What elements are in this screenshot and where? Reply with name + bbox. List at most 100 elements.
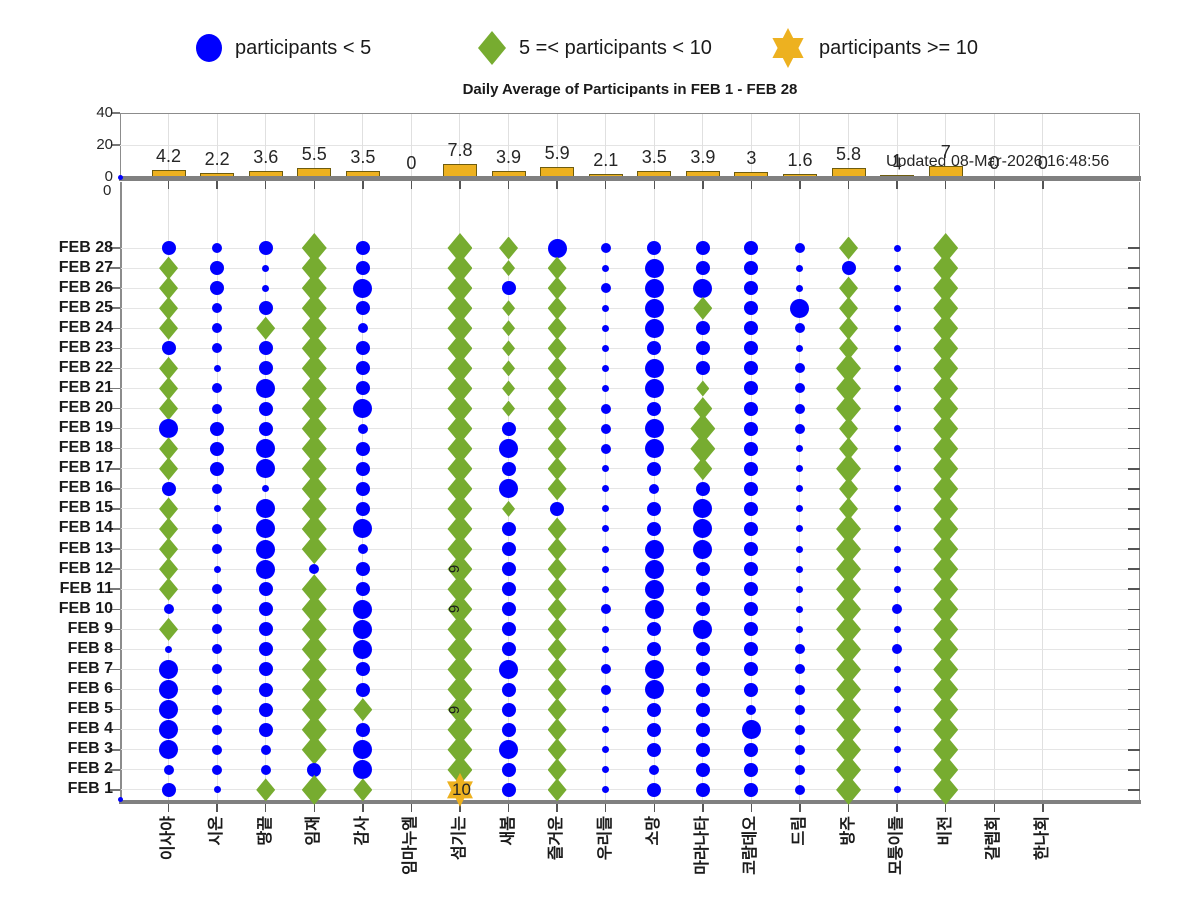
marker-circle <box>644 258 664 278</box>
scatter-y-tick-left <box>109 327 120 330</box>
grid-line-v <box>265 114 267 176</box>
marker-circle <box>893 284 901 292</box>
marker-circle <box>893 445 901 453</box>
marker-circle <box>161 341 176 356</box>
marker-circle <box>744 301 759 316</box>
grid-line-v <box>1042 114 1044 176</box>
y-axis-label: FEB 22 <box>58 358 113 376</box>
marker-diamond <box>547 738 567 762</box>
x-axis-label: 마라나타 <box>693 816 711 875</box>
marker-diamond <box>547 557 567 581</box>
scatter-y-tick-right <box>1128 789 1140 791</box>
marker-circle <box>602 465 610 473</box>
marker-diamond <box>547 637 567 661</box>
x-axis-label: 임마누엘 <box>402 816 420 875</box>
grid-line-h <box>121 548 1139 550</box>
marker-circle <box>893 344 901 352</box>
marker-diamond <box>499 236 519 260</box>
scatter-y-tick-right <box>1128 668 1140 671</box>
marker-diamond <box>547 296 567 320</box>
marker-circle <box>796 625 804 633</box>
marker-circle <box>309 564 320 575</box>
bar-value-label: 5.9 <box>544 143 570 164</box>
marker-diamond <box>159 517 179 541</box>
marker-circle <box>893 244 901 252</box>
marker-circle <box>744 562 759 577</box>
marker-circle <box>892 604 903 615</box>
x-axis-label: 모퉁이돌 <box>888 816 906 875</box>
marker-circle <box>258 401 273 416</box>
marker-circle <box>602 344 610 352</box>
marker-diamond <box>547 537 567 561</box>
marker-circle <box>695 702 710 717</box>
bar-value-label: 1.6 <box>787 150 813 171</box>
marker-circle <box>353 599 373 619</box>
marker-circle <box>647 722 662 737</box>
y-axis-label: FEB 15 <box>58 499 113 517</box>
marker-circle <box>893 525 901 533</box>
marker-circle <box>355 722 370 737</box>
marker-circle <box>893 766 901 774</box>
marker-circle <box>647 241 662 255</box>
marker-circle <box>355 481 370 496</box>
marker-circle <box>355 441 370 456</box>
marker-circle <box>501 582 516 597</box>
scatter-x-tick <box>702 804 704 812</box>
marker-diamond <box>502 400 516 417</box>
marker-circle <box>501 642 516 657</box>
marker-circle <box>600 283 611 294</box>
marker-circle <box>796 585 804 593</box>
bar-x-tick <box>847 181 850 189</box>
y-axis-label: FEB 9 <box>67 619 113 637</box>
marker-diamond <box>547 517 567 541</box>
scatter-y-tick-right <box>1128 307 1140 309</box>
marker-circle <box>501 682 516 697</box>
marker-circle <box>790 298 810 318</box>
marker-circle <box>353 619 373 639</box>
marker-circle <box>644 439 664 459</box>
clipped-zero-label: 0 <box>103 182 111 199</box>
y-axis-label: FEB 17 <box>58 459 113 477</box>
x-axis-label: 새봄 <box>499 816 517 846</box>
marker-circle <box>212 664 223 675</box>
grid-line-h <box>121 769 1139 771</box>
marker-circle <box>796 525 804 533</box>
marker-diamond <box>547 657 567 681</box>
marker-circle <box>213 505 221 513</box>
marker-circle <box>744 421 759 436</box>
marker-circle <box>210 281 225 296</box>
marker-circle <box>163 764 174 775</box>
x-axis-label: 섬기는 <box>450 816 468 861</box>
marker-circle <box>695 782 710 797</box>
marker-circle <box>256 459 276 479</box>
scatter-x-tick <box>216 804 218 812</box>
marker-circle <box>695 662 710 677</box>
marker-circle <box>547 238 567 258</box>
scatter-x-tick <box>847 804 850 812</box>
grid-line-h <box>121 628 1139 630</box>
bar-value-label: 4.2 <box>156 146 182 167</box>
legend: participants < 5 5 =< participants < 10 pa… <box>0 26 1200 70</box>
grid-line-v <box>1042 182 1044 800</box>
grid-line-h <box>121 408 1139 410</box>
marker-circle <box>796 605 804 613</box>
marker-circle <box>256 559 276 579</box>
marker-circle <box>695 562 710 577</box>
scatter-y-tick-left <box>109 307 120 309</box>
marker-circle <box>744 582 759 597</box>
bar-baseline <box>119 176 1141 181</box>
y-axis-label: FEB 8 <box>67 639 113 657</box>
marker-diamond <box>839 236 859 260</box>
marker-circle <box>600 443 611 454</box>
marker-circle <box>647 401 662 416</box>
marker-circle <box>644 539 664 559</box>
marker-circle <box>212 483 223 494</box>
marker-diamond <box>159 376 179 400</box>
x-axis-label: 이사야 <box>159 816 177 861</box>
scatter-y-tick-left <box>109 548 120 550</box>
marker-circle <box>744 481 759 496</box>
x-axis-label: 비전 <box>936 816 954 846</box>
marker-circle <box>796 545 804 553</box>
marker-circle <box>744 501 759 516</box>
marker-circle <box>602 726 610 734</box>
